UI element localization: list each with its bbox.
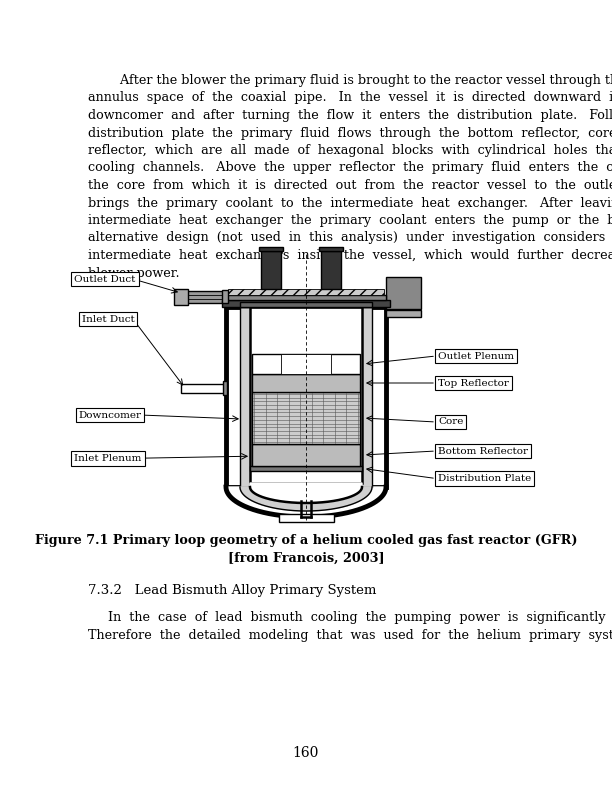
Text: Core: Core	[438, 417, 463, 427]
Bar	[240, 307, 372, 487]
Bar	[222, 290, 228, 303]
Text: annulus  space  of  the  coaxial  pipe.   In  the  vessel  it  is  directed  dow: annulus space of the coaxial pipe. In th…	[88, 92, 612, 105]
Bar	[250, 307, 362, 483]
Text: Top Reflector: Top Reflector	[438, 379, 509, 387]
Text: Outlet Plenum: Outlet Plenum	[438, 352, 514, 360]
Text: Figure 7.1 Primary loop geometry of a helium cooled gas fast reactor (GFR): Figure 7.1 Primary loop geometry of a he…	[35, 534, 577, 547]
Bar	[226, 295, 386, 300]
Bar	[321, 251, 341, 289]
Text: alternative  design  (not  used  in  this  analysis)  under  investigation  cons: alternative design (not used in this ana…	[88, 231, 612, 245]
Bar	[222, 300, 390, 307]
Text: 160: 160	[293, 746, 319, 760]
Text: [from Francois, 2003]: [from Francois, 2003]	[228, 552, 384, 565]
Bar	[252, 444, 360, 466]
Bar	[228, 289, 384, 295]
Text: blower power.: blower power.	[88, 266, 180, 280]
Bar	[181, 383, 226, 393]
Bar	[174, 289, 188, 305]
Bar	[278, 514, 334, 522]
Polygon shape	[240, 487, 372, 511]
Text: reflector,  which  are  all  made  of  hexagonal  blocks  with  cylindrical  hol: reflector, which are all made of hexagon…	[88, 144, 612, 157]
Bar	[240, 302, 372, 307]
Text: Downcomer: Downcomer	[78, 410, 141, 420]
Bar	[281, 354, 331, 374]
Text: Outlet Duct: Outlet Duct	[74, 275, 136, 284]
Text: Therefore  the  detailed  modeling  that  was  used  for  the  helium  primary  : Therefore the detailed modeling that was…	[88, 629, 612, 642]
Bar	[226, 307, 386, 487]
Bar	[319, 247, 343, 251]
Polygon shape	[250, 483, 362, 503]
Bar	[252, 354, 360, 374]
Bar	[386, 310, 421, 317]
Text: 7.3.2   Lead Bismuth Alloy Primary System: 7.3.2 Lead Bismuth Alloy Primary System	[88, 584, 376, 597]
Text: Distribution Plate: Distribution Plate	[438, 474, 531, 483]
Bar	[252, 374, 360, 392]
Text: the  core  from  which  it  is  directed  out  from  the  reactor  vessel  to  t: the core from which it is directed out f…	[88, 179, 612, 192]
Text: brings  the  primary  coolant  to  the  intermediate  heat  exchanger.   After  : brings the primary coolant to the interm…	[88, 196, 612, 210]
Text: Inlet Duct: Inlet Duct	[81, 314, 135, 323]
Text: In  the  case  of  lead  bismuth  cooling  the  pumping  power  is  significantl: In the case of lead bismuth cooling the …	[88, 611, 612, 624]
Bar	[386, 277, 421, 309]
Bar	[252, 392, 360, 444]
Bar	[261, 251, 281, 289]
Text: intermediate  heat  exchangers  inside  the  vessel,  which  would  further  dec: intermediate heat exchangers inside the …	[88, 249, 612, 262]
Text: Inlet Plenum: Inlet Plenum	[74, 454, 142, 463]
Text: downcomer  and  after  turning  the  flow  it  enters  the  distribution  plate.: downcomer and after turning the flow it …	[88, 109, 612, 122]
Bar	[186, 291, 226, 303]
Text: cooling  channels.   Above  the  upper  reflector  the  primary  fluid  enters  : cooling channels. Above the upper reflec…	[88, 162, 612, 174]
Bar	[223, 382, 227, 394]
Text: After the blower the primary fluid is brought to the reactor vessel through the : After the blower the primary fluid is br…	[88, 74, 612, 87]
Text: Bottom Reflector: Bottom Reflector	[438, 447, 528, 455]
Polygon shape	[226, 487, 386, 517]
Bar	[259, 247, 283, 251]
Text: distribution  plate  the  primary  fluid  flows  through  the  bottom  reflector: distribution plate the primary fluid flo…	[88, 127, 612, 139]
Bar	[250, 466, 362, 471]
Text: intermediate  heat  exchanger  the  primary  coolant  enters  the  pump  or  the: intermediate heat exchanger the primary …	[88, 214, 612, 227]
